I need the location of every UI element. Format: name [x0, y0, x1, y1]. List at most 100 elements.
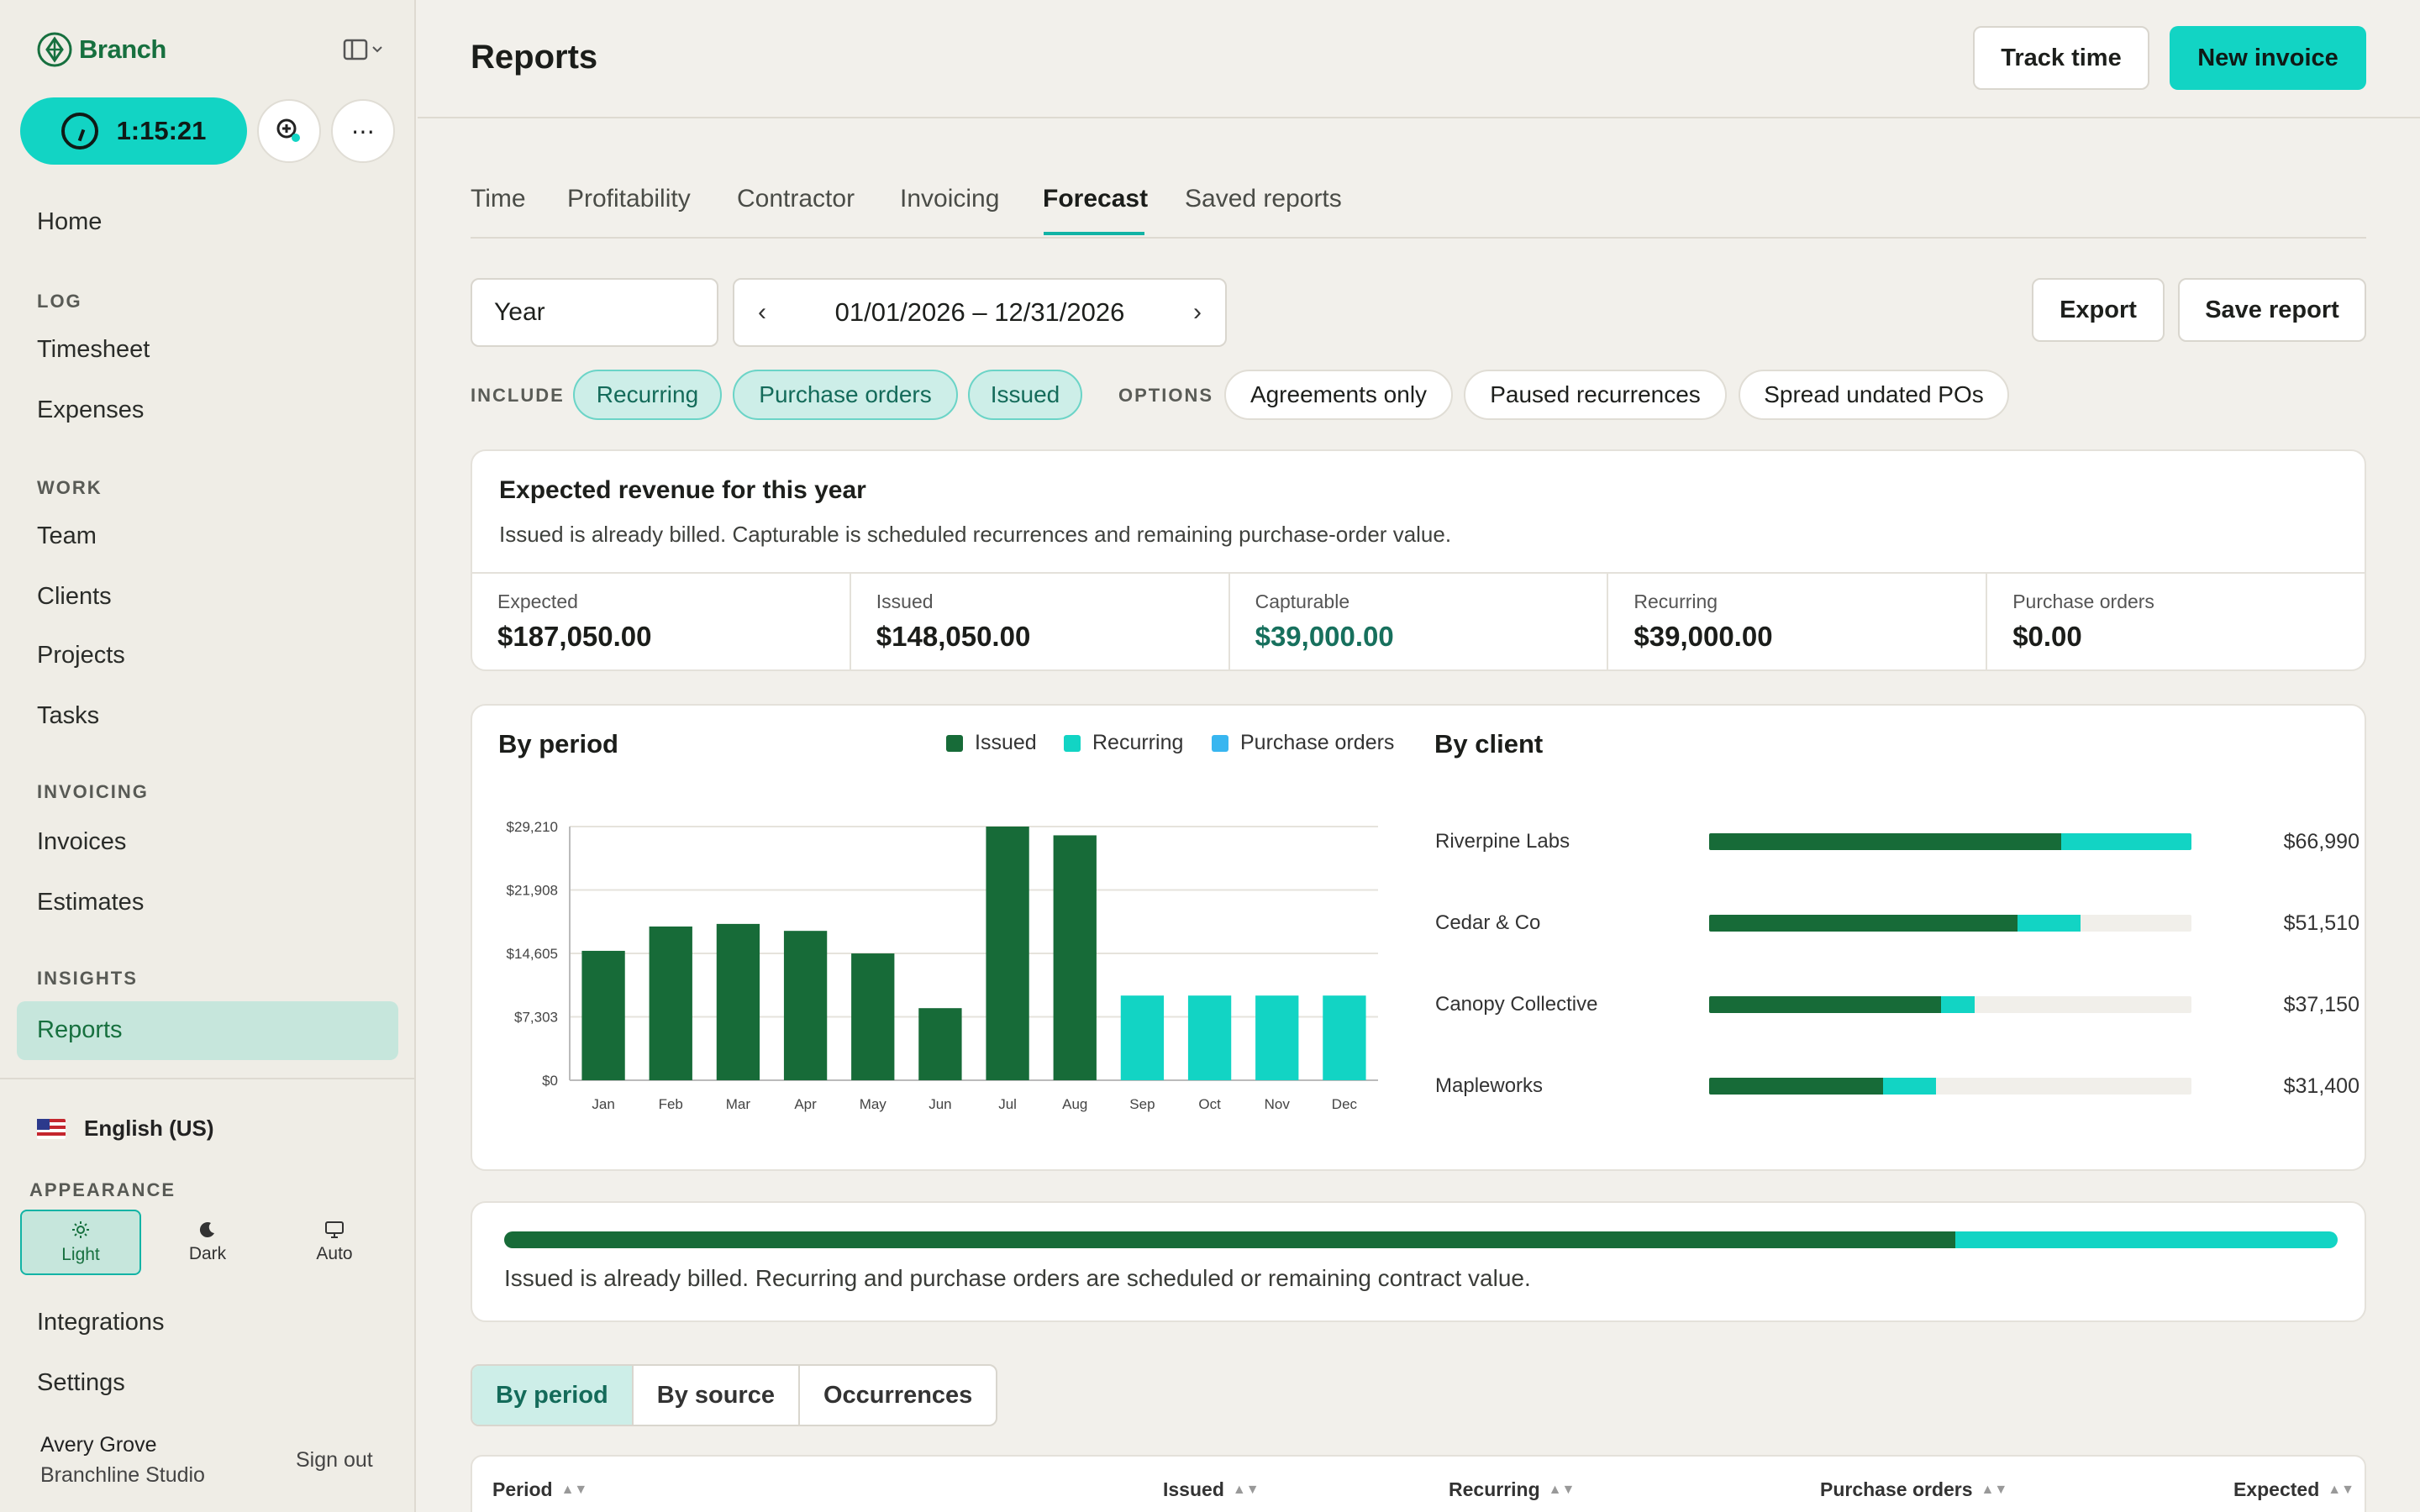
- column-issued[interactable]: Issued ▲▼: [1163, 1478, 1260, 1501]
- date-range-value[interactable]: 01/01/2026 – 12/31/2026: [834, 297, 1125, 327]
- nav-home[interactable]: Home: [37, 208, 103, 235]
- theme-auto-button[interactable]: Auto: [274, 1210, 395, 1275]
- by-period-title: By period: [498, 729, 618, 759]
- brand-logo[interactable]: Branch: [37, 32, 166, 67]
- column-expected[interactable]: Expected ▲▼: [2233, 1478, 2354, 1501]
- nav-reports[interactable]: Reports: [37, 1016, 123, 1043]
- theme-light-label: Light: [61, 1245, 100, 1264]
- chip-purchase-orders[interactable]: Purchase orders: [733, 370, 958, 420]
- client-bar-issued: [1709, 833, 2062, 850]
- nav-tasks[interactable]: Tasks: [37, 702, 100, 729]
- x-tick-label: Jun: [929, 1096, 951, 1112]
- include-label: INCLUDE: [471, 385, 565, 406]
- column-period[interactable]: Period ▲▼: [492, 1478, 587, 1501]
- nav-settings[interactable]: Settings: [37, 1369, 125, 1396]
- nav-active-highlight: [17, 1001, 398, 1060]
- chip-recurring[interactable]: Recurring: [573, 370, 722, 420]
- sidebar-toggle-button[interactable]: [343, 39, 383, 60]
- nav-clients[interactable]: Clients: [37, 583, 112, 610]
- ellipsis-icon: ⋯: [351, 118, 375, 144]
- nav-projects[interactable]: Projects: [37, 642, 125, 669]
- sort-icon: ▲▼: [1548, 1482, 1576, 1497]
- client-row[interactable]: Mapleworks $31,400: [1435, 1074, 2360, 1108]
- bar-issued-feb[interactable]: [649, 927, 692, 1080]
- y-tick-label: $14,605: [507, 946, 558, 962]
- view-by-period[interactable]: By period: [472, 1366, 634, 1425]
- chevron-left-icon[interactable]: ‹: [758, 298, 766, 326]
- user-org: Branchline Studio: [40, 1463, 205, 1487]
- nav-estimates[interactable]: Estimates: [37, 889, 145, 916]
- client-row[interactable]: Cedar & Co $51,510: [1435, 911, 2360, 945]
- stat-label: Capturable: [1255, 591, 1350, 612]
- client-row[interactable]: Riverpine Labs $66,990: [1435, 830, 2360, 864]
- bar-recurring-dec[interactable]: [1323, 995, 1366, 1080]
- sidebar: Branch 1:15:21 ⋯ Home LOG Timesheet Expe…: [0, 0, 416, 1512]
- options-label: OPTIONS: [1118, 385, 1214, 406]
- theme-light-button[interactable]: Light: [20, 1210, 141, 1275]
- add-time-button[interactable]: [257, 99, 321, 163]
- sign-out-link[interactable]: Sign out: [296, 1448, 373, 1472]
- tab-profitability[interactable]: Profitability: [567, 185, 691, 213]
- stat-capturable: Capturable $39,000.00: [1230, 574, 1609, 671]
- bar-issued-mar[interactable]: [716, 923, 760, 1080]
- sidebar-panel-icon: [343, 39, 368, 60]
- bar-issued-jun[interactable]: [918, 1008, 962, 1080]
- client-bar-recurring: [2018, 915, 2081, 932]
- expected-revenue-card: Expected revenue for this year Issued is…: [471, 449, 2366, 671]
- y-tick-label: $0: [542, 1073, 558, 1089]
- save-report-button[interactable]: Save report: [2178, 278, 2366, 342]
- view-switcher: By period By source Occurrences: [471, 1364, 998, 1426]
- chip-paused-recurrences[interactable]: Paused recurrences: [1464, 370, 1727, 420]
- stat-value: $39,000.00: [1634, 621, 1773, 652]
- zoom-plus-icon: [276, 118, 300, 142]
- bar-issued-jul[interactable]: [986, 827, 1029, 1080]
- bar-recurring-sep[interactable]: [1120, 995, 1165, 1080]
- report-tabs: Time Profitability Contractor Invoicing …: [471, 178, 2366, 239]
- x-tick-label: Aug: [1062, 1096, 1087, 1112]
- track-time-button[interactable]: Track time: [1973, 26, 2149, 90]
- tab-invoicing[interactable]: Invoicing: [900, 185, 1000, 213]
- legend-purchase-orders: Purchase orders: [1212, 731, 1394, 755]
- bar-issued-jan[interactable]: [581, 950, 625, 1080]
- moon-icon: [199, 1222, 214, 1238]
- chevron-right-icon[interactable]: ›: [1193, 298, 1202, 326]
- column-recurring[interactable]: Recurring ▲▼: [1449, 1478, 1575, 1501]
- tab-time[interactable]: Time: [471, 185, 526, 213]
- sort-icon: ▲▼: [2328, 1482, 2354, 1497]
- bar-issued-apr[interactable]: [783, 931, 828, 1080]
- progress-issued: [504, 1231, 1956, 1248]
- nav-integrations[interactable]: Integrations: [37, 1309, 165, 1336]
- appearance-label: APPEARANCE: [29, 1179, 176, 1200]
- nav-team[interactable]: Team: [37, 522, 97, 549]
- export-button[interactable]: Export: [2032, 278, 2165, 342]
- nav-invoices[interactable]: Invoices: [37, 828, 127, 855]
- legend-label: Recurring: [1092, 731, 1184, 754]
- bar-recurring-nov[interactable]: [1255, 995, 1299, 1080]
- stats-row: Expected $187,050.00 Issued $148,050.00 …: [472, 572, 2365, 671]
- column-purchase-orders[interactable]: Purchase orders ▲▼: [1820, 1478, 2007, 1501]
- tab-forecast[interactable]: Forecast: [1043, 185, 1149, 213]
- tab-saved-reports[interactable]: Saved reports: [1185, 185, 1342, 213]
- new-invoice-button[interactable]: New invoice: [2170, 26, 2366, 90]
- bar-recurring-oct[interactable]: [1187, 995, 1232, 1080]
- chip-issued[interactable]: Issued: [968, 370, 1082, 420]
- view-occurrences[interactable]: Occurrences: [823, 1381, 973, 1409]
- period-select[interactable]: Year: [471, 278, 718, 347]
- nav-timesheet[interactable]: Timesheet: [37, 336, 150, 363]
- language-selector[interactable]: English (US): [37, 1116, 214, 1142]
- legend-swatch-issued: [946, 734, 963, 752]
- view-by-source[interactable]: By source: [634, 1366, 800, 1425]
- chip-agreements-only[interactable]: Agreements only: [1224, 370, 1453, 420]
- more-options-button[interactable]: ⋯: [331, 99, 395, 163]
- date-range-picker: ‹ 01/01/2026 – 12/31/2026 ›: [733, 278, 1227, 347]
- timer-button[interactable]: 1:15:21: [20, 97, 247, 165]
- client-row[interactable]: Canopy Collective $37,150: [1435, 993, 2360, 1026]
- theme-dark-button[interactable]: Dark: [147, 1210, 268, 1275]
- bar-issued-aug[interactable]: [1053, 835, 1097, 1080]
- x-tick-label: Mar: [726, 1096, 751, 1112]
- nav-expenses[interactable]: Expenses: [37, 396, 145, 423]
- chip-spread-undated-pos[interactable]: Spread undated POs: [1739, 370, 2009, 420]
- sort-icon: ▲▼: [1981, 1482, 2008, 1497]
- tab-contractor[interactable]: Contractor: [737, 185, 855, 213]
- bar-issued-may[interactable]: [851, 953, 895, 1080]
